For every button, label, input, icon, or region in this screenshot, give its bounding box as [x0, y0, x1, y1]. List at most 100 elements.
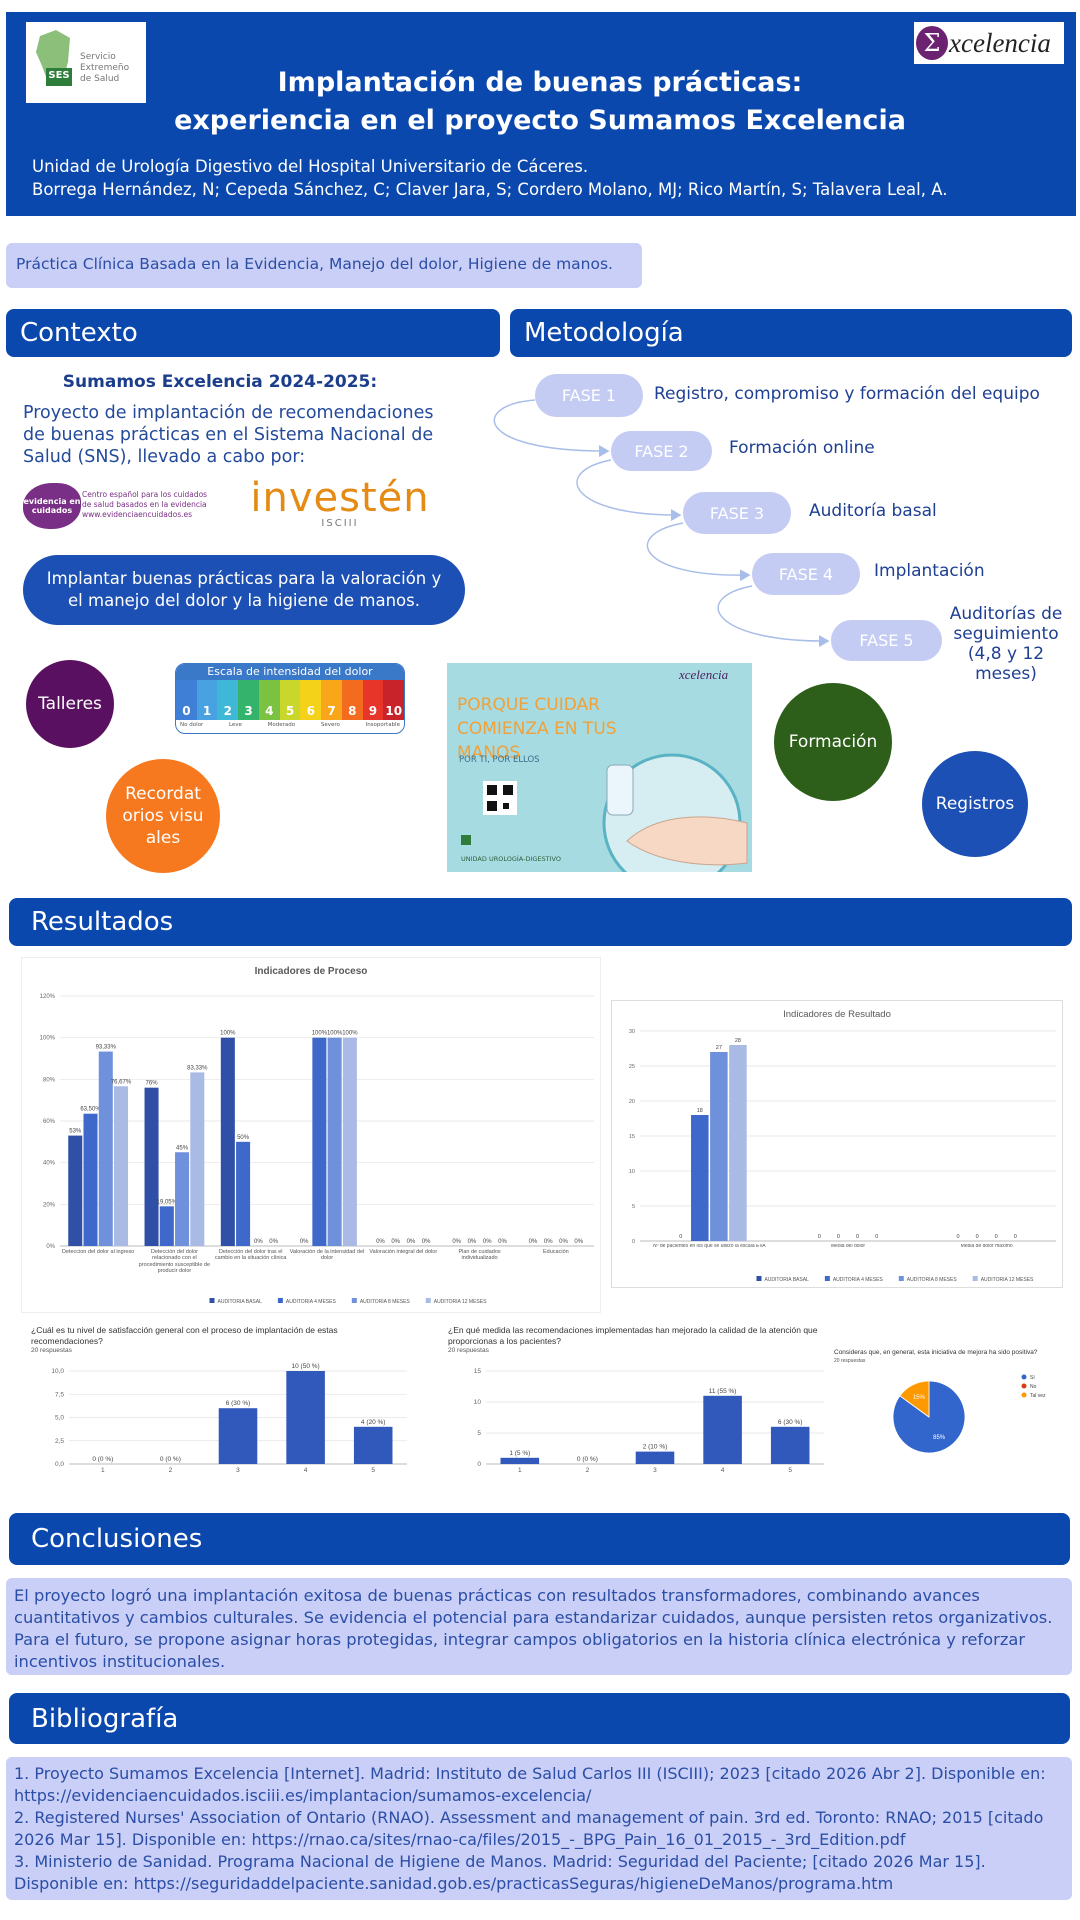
- bar: [144, 1087, 159, 1246]
- legend-label: No: [1030, 1384, 1037, 1390]
- action-circle: Recordatorios visuales: [106, 759, 220, 873]
- reference: 1. Proyecto Sumamos Excelencia [Internet…: [14, 1764, 1046, 1805]
- bar: [691, 1115, 709, 1241]
- pain-scale-level: Leve: [228, 722, 242, 728]
- x-tick-label: 5: [788, 1467, 792, 1474]
- value-label: 18: [697, 1108, 703, 1114]
- poster-headline: PORQUE CUIDAR COMIENZA EN TUS MANOS: [457, 695, 617, 763]
- value-label: 0: [957, 1234, 960, 1240]
- pain-scale-cell: 3: [238, 680, 259, 720]
- y-tick-label: 80%: [43, 1077, 56, 1083]
- pain-scale-number: 10: [385, 704, 403, 718]
- value-label: 0%: [391, 1239, 400, 1245]
- bar: [286, 1371, 325, 1464]
- y-tick-label: 10: [474, 1399, 482, 1406]
- pain-scale-cell: 4: [258, 680, 280, 720]
- chart-title: Indicadores de Proceso: [254, 966, 368, 977]
- y-tick-label: 30: [629, 1029, 635, 1035]
- bar: [68, 1135, 83, 1246]
- legend-label: Sí: [1030, 1375, 1035, 1381]
- y-tick-label: 5: [477, 1430, 481, 1437]
- y-tick-label: 7,5: [55, 1391, 64, 1398]
- section-heading: Resultados: [9, 898, 1072, 946]
- value-label: 0%: [559, 1239, 568, 1245]
- pain-scale-number: 5: [285, 704, 295, 718]
- value-label: 0%: [269, 1239, 278, 1245]
- chart-title: ¿En qué medida las recomendaciones imple…: [448, 1325, 818, 1346]
- chart-plot: 0 5 10 15 1 1 (5 %) 2 0 (0 %) 3 2 (10 %) 4 11 (55 %…: [474, 1368, 824, 1474]
- bar: [770, 1426, 810, 1464]
- legend-label: AUDITORIA 12 MESES: [981, 1277, 1034, 1283]
- chart-subtitle: 20 respuestas: [448, 1347, 489, 1354]
- legend-label: AUDITORIA 8 MESES: [907, 1277, 958, 1283]
- value-label: 0%: [300, 1239, 309, 1245]
- y-tick-label: 20: [629, 1099, 635, 1105]
- logo-line: de salud basados en la evidencia: [82, 500, 207, 509]
- bar: [114, 1086, 129, 1246]
- section-heading: Bibliografía: [9, 1693, 1070, 1744]
- chart-plot: 0% 20% 40% 60% 80% 100% 120% Deteccion del dolo…: [40, 994, 594, 1305]
- bar: [635, 1451, 675, 1464]
- x-tick-label: 3: [653, 1467, 657, 1474]
- x-tick-label: Media de dolor máximo: [960, 1244, 1013, 1249]
- x-tick-label-box: 3: [236, 1467, 240, 1474]
- x-tick-label-box: Media de dolor máximo: [960, 1244, 1013, 1249]
- legend-swatch: [1021, 1392, 1027, 1398]
- phase-label: FASE 4: [752, 553, 860, 595]
- bar: [342, 1037, 357, 1246]
- pain-scale-cell: 8: [341, 680, 363, 720]
- value-label: 85%: [933, 1435, 946, 1441]
- value-label: 6 (30 %): [778, 1419, 803, 1426]
- value-label: 93,33%: [96, 1045, 117, 1051]
- chart-plot: 0 5 10 15 20 25 30 Nº de pacientes en los que s…: [629, 1029, 1056, 1283]
- logo-text: xcelencia: [949, 27, 1051, 58]
- ses-logo: SES Servicio Extremeño de Salud: [26, 22, 146, 103]
- legend-swatch: [898, 1276, 904, 1281]
- hand-poster: xcelencia PORQUE CUIDAR COMIENZA EN TUS …: [447, 663, 752, 872]
- value-label: 0: [837, 1234, 840, 1240]
- arrow: [646, 522, 751, 582]
- x-tick-label-box: Deteccion del dolor al ingreso: [61, 1249, 135, 1255]
- x-tick-label-box: 4: [304, 1467, 308, 1474]
- x-tick-label-box: 1: [518, 1467, 522, 1474]
- x-tick-label: 2: [168, 1467, 173, 1474]
- action-circle: Formación: [774, 683, 892, 801]
- pain-scale-cell: 5: [279, 680, 301, 720]
- x-tick-label: Media del dolor: [830, 1244, 866, 1249]
- phase-text: Registro, compromiso y formación del equ…: [654, 384, 1040, 404]
- pain-scale-cell: 7: [321, 680, 342, 720]
- evidencia-text: Centro español para los cuidados de salu…: [82, 490, 207, 520]
- legend-swatch: [824, 1276, 830, 1281]
- phase-label: FASE 5: [831, 620, 942, 661]
- y-tick-label: 5,0: [55, 1415, 64, 1422]
- x-tick-label: 2: [585, 1467, 590, 1474]
- pain-scale-number: 1: [202, 704, 212, 718]
- pain-scale-level: No dolor: [180, 722, 204, 728]
- pain-scale-level: Moderado: [267, 722, 296, 728]
- value-label: 0%: [452, 1239, 461, 1245]
- bar: [175, 1152, 190, 1246]
- affiliation: Unidad de Urología Digestivo del Hospita…: [32, 157, 589, 176]
- value-label: 0: [875, 1234, 878, 1240]
- x-tick-label: Detección del dolor tras el cambio en la…: [214, 1249, 287, 1262]
- poster-logo: xcelencia: [679, 667, 729, 682]
- legend-swatch: [209, 1298, 215, 1303]
- value-label: 0: [679, 1234, 682, 1240]
- legend-swatch: [351, 1298, 357, 1303]
- y-tick-label: 0%: [46, 1244, 55, 1250]
- chart-title: ¿Cuál es tu nivel de satisfacción genera…: [31, 1325, 338, 1346]
- x-tick-label-box: 2: [168, 1467, 173, 1474]
- legend-label: Tal vez: [1030, 1393, 1046, 1399]
- reference: 2. Registered Nurses' Association of Ont…: [14, 1808, 1044, 1849]
- x-tick-label: Deteccion del dolor al ingreso: [61, 1249, 135, 1255]
- value-label: 83,33%: [187, 1065, 208, 1071]
- process-chart: Indicadores de Proceso 0% 20% 40% 60% 80% 100…: [21, 957, 601, 1313]
- outcome-chart: Indicadores de Resultado 0 5 10 15 20 25 30 Nº …: [611, 1000, 1063, 1288]
- bar: [312, 1037, 327, 1246]
- action-circle: Talleres: [26, 660, 114, 748]
- legend-label: AUDITORIA 12 MESES: [434, 1299, 487, 1305]
- pain-scale-cell: 2: [217, 680, 239, 720]
- pain-scale-number: 3: [244, 704, 253, 718]
- poster-unit: UNIDAD UROLOGÍA-DIGESTIVO: [461, 855, 561, 863]
- logo-text: Servicio Extremeño de Salud: [80, 52, 129, 85]
